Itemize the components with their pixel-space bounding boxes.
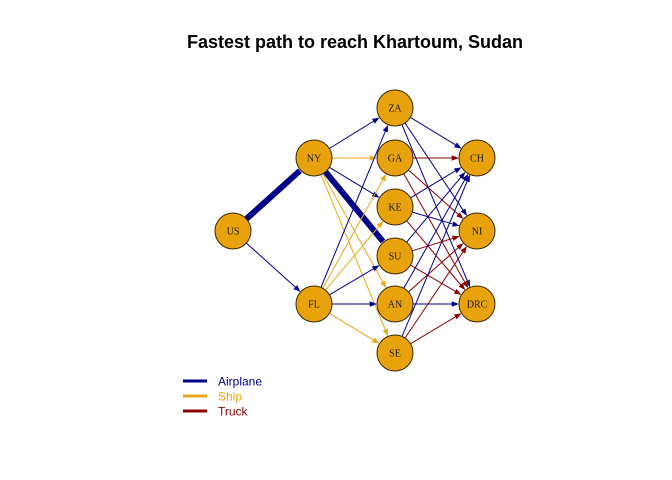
legend-label: Airplane (218, 375, 262, 389)
legend-item-airplane: Airplane (183, 375, 262, 389)
node-za: ZA (376, 89, 414, 127)
nodes-layer: US NY FL ZA GA KE SU AN SE CH NI DRC (214, 89, 496, 372)
edge-se-ch (401, 174, 471, 337)
node-circle (376, 139, 414, 177)
edge-se-drc (410, 313, 462, 345)
node-drc: DRC (458, 285, 496, 323)
node-ny: NY (295, 139, 333, 177)
edge-ke-ch (410, 167, 462, 199)
node-label: NI (472, 227, 483, 238)
node-circle (376, 188, 414, 226)
node-ke: KE (376, 188, 414, 226)
node-ga: GA (376, 139, 414, 177)
node-ni: NI (458, 212, 496, 250)
edge-su-ni (412, 235, 460, 252)
node-circle (376, 237, 414, 275)
legend-label: Ship (218, 390, 242, 404)
node-an: AN (376, 285, 414, 323)
edge-fl-se (329, 312, 380, 344)
node-label: SU (389, 252, 403, 263)
edge-ny-ke (329, 166, 380, 198)
node-circle (376, 89, 414, 127)
edge-fl-ga (322, 173, 387, 289)
node-label: SE (389, 349, 401, 360)
node-circle (214, 212, 252, 250)
edge-an-ni (408, 243, 464, 293)
node-circle (458, 285, 496, 323)
edge-us-ny (244, 168, 302, 222)
node-label: CH (470, 154, 484, 165)
node-circle (376, 285, 414, 323)
node-label: DRC (467, 300, 488, 311)
edge-ny-za (329, 117, 380, 149)
node-circle (295, 285, 333, 323)
edge-se-ni (404, 246, 467, 339)
node-label: KE (388, 203, 401, 214)
node-label: ZA (388, 104, 402, 115)
edge-su-drc (410, 264, 462, 295)
node-label: FL (308, 300, 320, 311)
node-circle (295, 139, 333, 177)
node-fl: FL (295, 285, 333, 323)
node-circle (458, 212, 496, 250)
edge-an-ch (403, 173, 469, 289)
edges-layer (244, 116, 471, 345)
edge-za-ni (404, 122, 467, 216)
edge-ga-ni (408, 169, 464, 219)
node-se: SE (376, 334, 414, 372)
diagram-title: Fastest path to reach Khartoum, Sudan (187, 32, 523, 52)
legend-item-truck: Truck (183, 405, 249, 419)
node-ch: CH (458, 139, 496, 177)
edge-fl-su (329, 265, 380, 296)
node-label: AN (388, 300, 402, 311)
node-label: NY (307, 154, 321, 165)
node-su: SU (376, 237, 414, 275)
edge-fl-ke (325, 221, 384, 291)
edge-ke-ni (412, 211, 460, 227)
node-circle (458, 139, 496, 177)
edge-su-ch (406, 172, 466, 243)
legend-item-ship: Ship (183, 390, 242, 404)
legend-label: Truck (218, 405, 249, 419)
node-label: GA (388, 154, 403, 165)
node-label: US (227, 227, 240, 238)
node-us: US (214, 212, 252, 250)
node-circle (376, 334, 414, 372)
edge-za-ch (410, 116, 462, 149)
edge-us-fl (246, 242, 301, 292)
edge-fl-za (320, 124, 389, 288)
